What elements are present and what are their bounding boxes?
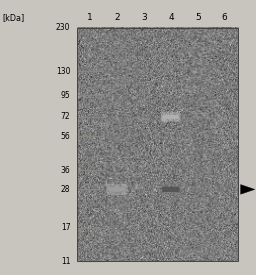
Text: 130: 130	[56, 67, 70, 76]
Text: 72: 72	[61, 112, 70, 121]
Bar	[77, 28, 238, 261]
FancyBboxPatch shape	[162, 187, 179, 192]
Text: 1: 1	[87, 13, 93, 22]
Text: 2: 2	[114, 13, 120, 22]
Text: 3: 3	[141, 13, 147, 22]
Text: 5: 5	[195, 13, 201, 22]
Text: [kDa]: [kDa]	[3, 13, 25, 22]
Text: 11: 11	[61, 257, 70, 266]
FancyBboxPatch shape	[109, 187, 126, 192]
FancyBboxPatch shape	[163, 115, 179, 119]
FancyBboxPatch shape	[160, 183, 182, 196]
Text: 36: 36	[61, 166, 70, 175]
Text: 4: 4	[168, 13, 174, 22]
Text: 17: 17	[61, 223, 70, 232]
Polygon shape	[241, 185, 255, 194]
Text: 56: 56	[61, 132, 70, 141]
Text: 6: 6	[222, 13, 228, 22]
Text: 230: 230	[56, 23, 70, 32]
FancyBboxPatch shape	[161, 112, 181, 122]
Text: 95: 95	[61, 91, 70, 100]
FancyBboxPatch shape	[106, 184, 128, 195]
Text: 28: 28	[61, 185, 70, 194]
